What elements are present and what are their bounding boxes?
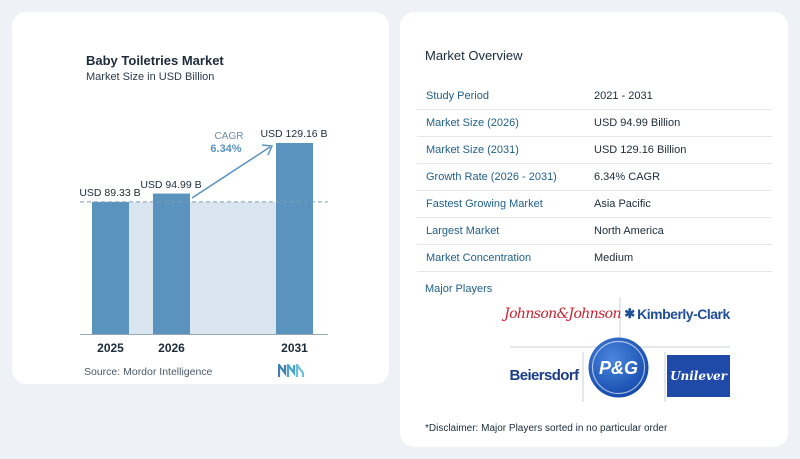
overview-label: Study Period [426, 90, 489, 102]
disclaimer-text: *Disclaimer: Major Players sorted in no … [425, 423, 668, 434]
overview-value: Asia Pacific [594, 198, 651, 210]
overview-value: USD 94.99 Billion [594, 117, 681, 129]
asterisk-icon: ✱ [624, 306, 636, 321]
chart-subtitle: Market Size in USD Billion [86, 71, 215, 83]
bar [276, 143, 313, 334]
bar [92, 201, 129, 334]
x-tick-label: 2031 [281, 341, 308, 355]
overview-label: Market Size (2031) [426, 144, 519, 156]
cagr-arrow [191, 146, 271, 199]
overview-value: 6.34% CAGR [594, 171, 661, 183]
major-players-title: Major Players [425, 283, 493, 295]
beiersdorf-logo: Beiersdorf [509, 366, 579, 384]
source-text: Source: Mordor Intelligence [84, 366, 213, 378]
overview-value: 2021 - 2031 [594, 90, 653, 102]
overview-title: Market Overview [425, 48, 523, 63]
x-tick-label: 2026 [158, 341, 185, 355]
overview-row: Study Period 2021 - 2031 [417, 83, 772, 110]
chart-title: Baby Toiletries Market [86, 53, 224, 68]
overview-value: Medium [594, 252, 634, 264]
overview-label: Fastest Growing Market [426, 198, 543, 210]
x-tick-label: 2025 [97, 341, 124, 355]
overview-row: Market Size (2031) USD 129.16 Billion [417, 137, 772, 164]
bar [153, 193, 190, 334]
overview-label: Market Concentration [426, 252, 532, 264]
cagr-arrowhead-icon [261, 144, 274, 156]
cagr-label: CAGR [215, 131, 244, 142]
overview-label: Market Size (2026) [426, 117, 519, 129]
overview-row: Largest Market North America [417, 218, 772, 245]
overview-label: Largest Market [426, 225, 500, 237]
overview-row: Fastest Growing Market Asia Pacific [417, 191, 772, 218]
data-label: USD 94.99 B [140, 179, 201, 191]
pg-badge-icon: P&G [588, 337, 649, 398]
overview-label: Growth Rate (2026 - 2031) [426, 171, 557, 183]
overview-row: Market Concentration Medium [417, 245, 772, 272]
pg-logo: P&G [587, 336, 650, 399]
mordor-intelligence-logo [278, 364, 304, 377]
cagr-value: 6.34% [210, 143, 241, 155]
data-label: USD 129.16 B [260, 128, 327, 140]
unilever-logo: Unilever [667, 355, 730, 397]
overview-row: Growth Rate (2026 - 2031) 6.34% CAGR [417, 164, 772, 191]
overview-value: North America [594, 225, 664, 237]
data-label: USD 89.33 B [79, 187, 140, 199]
johnson-and-johnson-logo: Johnson&Johnson [504, 306, 621, 322]
overview-row: Market Size (2026) USD 94.99 Billion [417, 110, 772, 137]
kimberly-clark-logo: ✱ Kimberly-Clark [624, 306, 730, 322]
overview-value: USD 129.16 Billion [594, 144, 687, 156]
pg-logo-text: P&G [599, 358, 638, 378]
